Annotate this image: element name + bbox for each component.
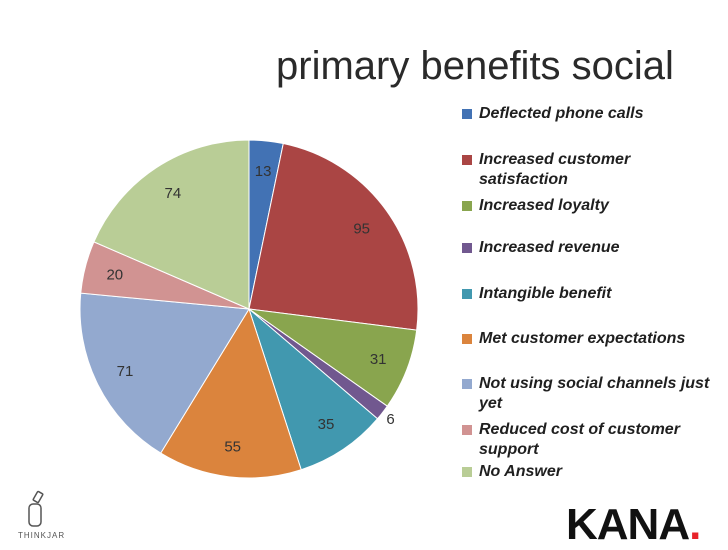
kana-dot: . <box>689 500 701 549</box>
legend-item-increased-customer-satisfaction: Increased customer satisfaction <box>462 150 720 190</box>
data-label-deflected-phone-calls: 13 <box>255 163 272 180</box>
kana-wordmark: KANA <box>566 500 690 549</box>
data-label-no-answer: 74 <box>165 185 182 202</box>
data-label-increased-revenue: 6 <box>386 411 394 428</box>
legend-swatch <box>462 467 472 477</box>
data-label-intangible-benefit: 35 <box>318 416 335 433</box>
pie-slice-not-using-social-channels-just-yet <box>79 292 250 454</box>
thinkjar-logo: THINKJAR <box>18 490 78 542</box>
legend-label: Increased loyalty <box>479 197 609 214</box>
legend-swatch <box>462 379 472 389</box>
legend-swatch <box>462 109 472 119</box>
data-label-increased-customer-satisfaction: 95 <box>353 220 370 237</box>
legend-item-increased-loyalty: Increased loyalty <box>462 196 720 216</box>
kana-logo: KANA. <box>566 500 701 550</box>
legend-label: Increased revenue <box>479 239 620 256</box>
data-label-reduced-cost-of-customer-support: 20 <box>106 267 123 284</box>
thinkjar-wordmark: THINKJAR <box>18 531 66 540</box>
pie-slice-no-answer <box>93 139 250 310</box>
legend-item-intangible-benefit: Intangible benefit <box>462 284 720 304</box>
data-label-met-customer-expectations: 55 <box>224 439 241 456</box>
legend-item-deflected-phone-calls: Deflected phone calls <box>462 104 720 124</box>
data-label-increased-loyalty: 31 <box>370 351 387 368</box>
legend-label: No Answer <box>479 463 562 480</box>
legend-item-not-using-social-channels-just-yet: Not using social channels just yet <box>462 374 720 414</box>
legend-swatch <box>462 289 472 299</box>
legend-label: Met customer expectations <box>479 330 686 347</box>
legend-swatch <box>462 155 472 165</box>
legend-item-reduced-cost-of-customer-support: Reduced cost of customer support <box>462 420 720 460</box>
legend-label: Increased customer satisfaction <box>479 151 631 188</box>
legend-label: Not using social channels just yet <box>479 375 710 412</box>
legend-item-met-customer-expectations: Met customer expectations <box>462 329 720 349</box>
jar-icon <box>28 490 44 527</box>
pie-slice-met-customer-expectations <box>160 307 302 479</box>
legend-swatch <box>462 243 472 253</box>
chart-title: primary benefits social <box>276 44 674 88</box>
legend-label: Deflected phone calls <box>479 105 644 122</box>
pie-slice-intangible-benefit <box>247 307 379 471</box>
legend-item-increased-revenue: Increased revenue <box>462 238 720 258</box>
legend-swatch <box>462 425 472 435</box>
legend-swatch <box>462 201 472 211</box>
data-label-not-using-social-channels-just-yet: 71 <box>117 363 134 380</box>
legend-item-no-answer: No Answer <box>462 462 720 482</box>
legend-label: Reduced cost of customer support <box>479 421 680 458</box>
legend-swatch <box>462 334 472 344</box>
legend-label: Intangible benefit <box>479 285 612 302</box>
pie-slice-increased-customer-satisfaction <box>248 142 419 331</box>
